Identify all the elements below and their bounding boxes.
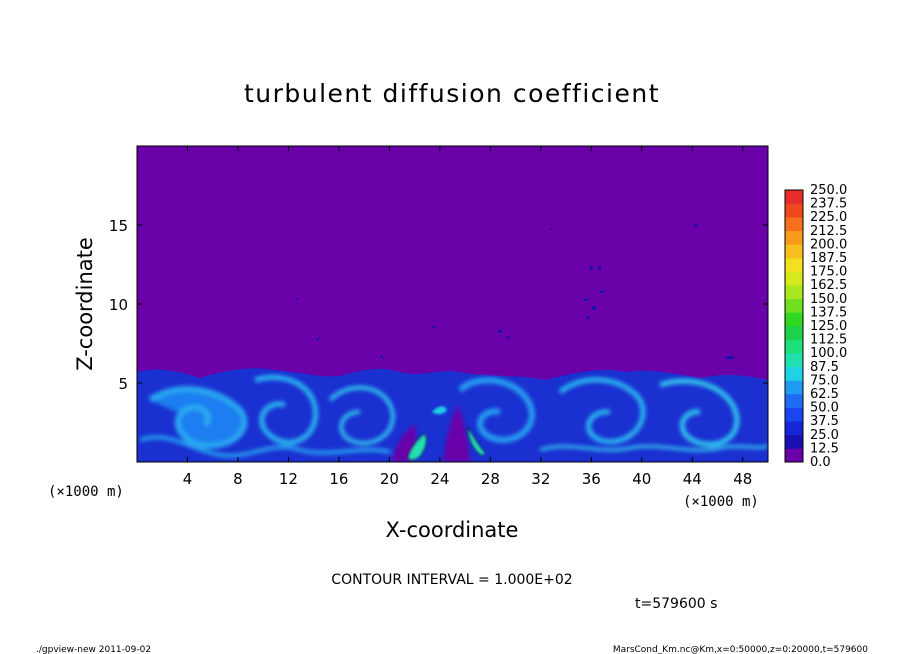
colorbar-label: 175.0 xyxy=(810,265,847,280)
colorbar-label: 50.0 xyxy=(810,401,839,416)
contour-interval-label: CONTOUR INTERVAL = 1.000E+02 xyxy=(331,572,572,588)
colorbar-swatch xyxy=(785,353,803,368)
colorbar-swatch xyxy=(785,339,803,354)
colorbar-label: 250.0 xyxy=(810,183,847,198)
colorbar-label: 87.5 xyxy=(810,360,839,375)
colorbar-label: 162.5 xyxy=(810,278,847,293)
x-tick-label: 44 xyxy=(683,470,702,488)
colorbar-label: 37.5 xyxy=(810,414,839,429)
y-tick-label: 15 xyxy=(109,217,128,235)
turbulent-swirls xyxy=(139,374,768,462)
colorbar-swatch xyxy=(785,326,803,340)
footer-left: ./gpview-new 2011-09-02 xyxy=(36,645,151,654)
upper-specks xyxy=(296,224,734,359)
colorbar-frame xyxy=(784,189,804,463)
time-label: t=579600 s xyxy=(635,596,717,612)
turbulent-field xyxy=(137,224,768,462)
colorbar-swatch xyxy=(785,394,803,408)
colorbar-swatch xyxy=(785,312,803,327)
colorbar-swatch xyxy=(785,448,803,463)
colorbar-label: 212.5 xyxy=(810,224,847,239)
colorbar-label: 200.0 xyxy=(810,237,847,252)
x-axis-ticks: 4 8 12 16 20 24 28 32 36 40 44 48 xyxy=(183,146,752,488)
colorbar-label: 25.0 xyxy=(810,428,839,443)
x-tick-label: 12 xyxy=(279,470,298,488)
colorbar-swatch xyxy=(785,203,803,218)
colorbar-swatch xyxy=(785,217,803,232)
footer-right: MarsCond_Km.nc@Km,x=0:50000,z=0:20000,t=… xyxy=(613,645,868,654)
colorbar-label: 100.0 xyxy=(810,346,847,361)
colorbar-swatch xyxy=(785,271,803,286)
y-axis-ticks: 5 10 15 xyxy=(109,217,768,393)
y-unit-label: (×1000 m) xyxy=(48,484,124,500)
colorbar-label: 225.0 xyxy=(810,210,847,225)
colorbar-swatch xyxy=(785,366,803,381)
x-tick-label: 48 xyxy=(733,470,752,488)
colorbar-swatch xyxy=(785,380,803,395)
colorbar-label: 187.5 xyxy=(810,251,847,266)
x-tick-label: 28 xyxy=(481,470,500,488)
turbulent-layer-base xyxy=(137,368,768,462)
colorbar-label: 0.0 xyxy=(810,455,831,470)
colorbar-swatch xyxy=(785,421,803,436)
colorbar-label: 150.0 xyxy=(810,292,847,307)
colorbar-label: 12.5 xyxy=(810,441,839,456)
x-tick-label: 4 xyxy=(183,470,193,488)
colorbar-label: 112.5 xyxy=(810,333,847,348)
colorbar-swatch xyxy=(785,258,803,272)
colorbar-label: 125.0 xyxy=(810,319,847,334)
x-tick-label: 16 xyxy=(329,470,348,488)
colorbar-swatch xyxy=(785,285,803,300)
plot-area xyxy=(136,145,769,463)
x-tick-label: 20 xyxy=(380,470,399,488)
x-axis-label: X-coordinate xyxy=(386,518,519,542)
colorbar-swatch xyxy=(785,407,803,422)
colorbar-label: 62.5 xyxy=(810,387,839,402)
colorbar: 0.012.525.037.550.062.575.087.5100.0112.… xyxy=(784,183,847,470)
colorbar-swatch xyxy=(785,298,803,313)
y-axis-label: Z-coordinate xyxy=(73,237,97,371)
y-tick-label: 10 xyxy=(109,296,128,314)
colorbar-swatch xyxy=(785,434,803,449)
x-tick-label: 8 xyxy=(233,470,243,488)
colorbar-swatch xyxy=(785,190,803,204)
colorbar-label: 75.0 xyxy=(810,373,839,388)
x-unit-label: (×1000 m) xyxy=(683,494,759,510)
colorbar-label: 237.5 xyxy=(810,197,847,212)
y-tick-label: 5 xyxy=(118,375,128,393)
high-diffusion-spots xyxy=(407,406,485,461)
colorbar-swatch xyxy=(785,230,803,245)
x-tick-label: 24 xyxy=(430,470,449,488)
x-tick-label: 36 xyxy=(582,470,601,488)
x-tick-label: 32 xyxy=(531,470,550,488)
x-tick-label: 40 xyxy=(632,470,651,488)
colorbar-label: 137.5 xyxy=(810,305,847,320)
chart-title: turbulent diffusion coefficient xyxy=(244,79,660,108)
colorbar-swatch xyxy=(785,244,803,259)
